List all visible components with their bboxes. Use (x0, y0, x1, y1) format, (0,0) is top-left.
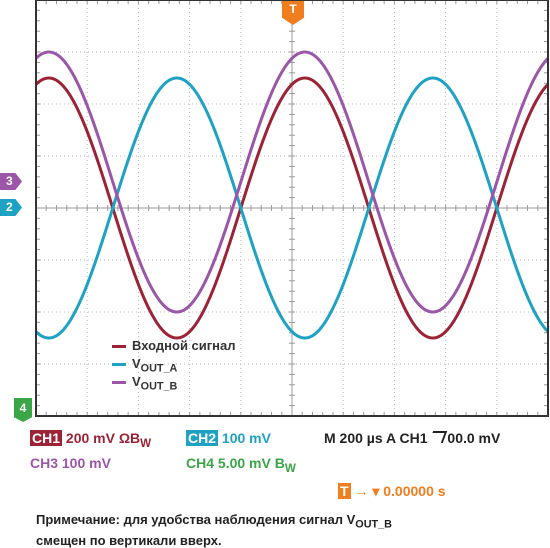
screen-border (35, 0, 549, 417)
trigger-pos-badge: T (338, 483, 351, 499)
trigger-pos-value: ▾ 0.00000 s (372, 483, 446, 499)
ch3-marker: 3 (0, 173, 22, 190)
legend: Входной сигнал VOUT_A VOUT_B (112, 338, 236, 393)
ch1-bw-sub: W (140, 436, 152, 450)
legend-swatch-ch1 (112, 345, 126, 349)
ch2-badge: CH2 (186, 430, 219, 446)
legend-sub-vout-b: OUT_B (140, 380, 178, 393)
ch4-scale: CH4 5.00 mV B (186, 455, 285, 471)
legend-sub-vout-a: OUT_A (140, 362, 178, 375)
arrow-right-icon: → (354, 483, 369, 499)
legend-item-input: Входной сигнал (112, 338, 236, 356)
note-line2: смещен по вертикали вверх. (36, 532, 222, 548)
traces (34, 50, 550, 340)
note-sub: OUT_B (355, 518, 392, 531)
note-line1: Примечание: для удобства наблюдения сигн… (36, 512, 392, 533)
ch1-readout: CH1 200 mV ΩBW (30, 430, 151, 450)
timebase-value: M 200 µs A CH1 (324, 430, 432, 446)
trigger-marker: T (282, 1, 304, 25)
ch4-bw-sub: W (284, 461, 296, 475)
falling-edge-icon (429, 431, 448, 443)
legend-label-input: Входной сигнал (132, 338, 236, 353)
legend-swatch-ch2 (112, 363, 126, 367)
legend-label-vout-a: V (132, 356, 141, 371)
note: Примечание: для удобства наблюдения сигн… (36, 512, 392, 548)
ch3-trace (34, 50, 550, 314)
ch1-scale: 200 mV ΩB (65, 430, 141, 446)
ch2-marker: 2 (0, 199, 22, 216)
ch2-scale: 100 mV (221, 430, 271, 446)
ch2-trace (34, 76, 550, 340)
ch2-readout: CH2 100 mV (186, 430, 271, 446)
trigger-level: 00.0 mV (447, 430, 501, 446)
ch4-readout: CH4 5.00 mV BW (186, 455, 296, 475)
ch4-marker: 4 (14, 398, 32, 422)
legend-swatch-ch3 (112, 381, 126, 385)
trigger-position-readout: T → ▾ 0.00000 s (338, 483, 446, 500)
legend-label-vout-b: V (132, 374, 141, 389)
legend-item-vout-b: VOUT_B (112, 374, 236, 393)
ch3-readout: CH3 100 mV (30, 455, 111, 471)
ch1-trace (34, 76, 550, 340)
ch1-badge: CH1 (30, 430, 63, 446)
ch3-scale: CH3 100 mV (30, 455, 111, 471)
note-text: Примечание: для удобства наблюдения сигн… (36, 512, 356, 527)
timebase-readout: M 200 µs A CH1 00.0 mV (324, 430, 500, 446)
legend-item-vout-a: VOUT_A (112, 356, 236, 375)
